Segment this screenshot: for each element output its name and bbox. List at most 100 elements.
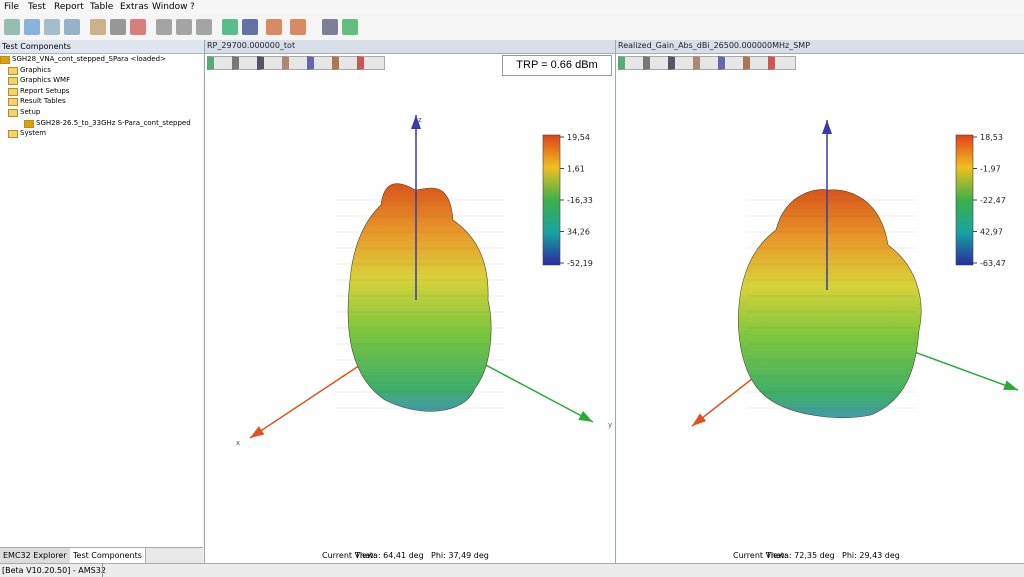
plot-panel: RP_29700.000000_tot TRP = 0.66 dBm z y x 19,5… <box>204 40 615 563</box>
axis-label: y <box>608 421 612 429</box>
colorbar-label: 19,54 <box>567 133 590 142</box>
tree-label: Report Setups <box>20 86 70 95</box>
tree-icon <box>24 119 34 128</box>
left-panel: Test Components SGH28_VNA_cont_stepped_S… <box>0 40 205 564</box>
colorbar-label: -22,47 <box>980 196 1006 205</box>
colorbar-label: 34,26 <box>567 228 590 237</box>
radiation-pattern <box>347 183 492 412</box>
panel-title: RP_29700.000000_tot <box>207 41 296 50</box>
toolbar-button[interactable] <box>110 19 126 35</box>
tree-icon <box>8 87 18 96</box>
panel-title-bar <box>205 40 615 54</box>
plot-3d: z y x 19,54 1,61 -16,33 34,26 -52,19 <box>236 115 612 447</box>
menu-bar: File Test Report Table Extras Window? <box>0 0 1024 15</box>
toolbar-button[interactable] <box>222 19 238 35</box>
colorbar-label: -52,19 <box>567 259 593 268</box>
colorbar <box>955 134 974 266</box>
tree-label: Result Tables <box>20 97 66 106</box>
axis-arrow <box>1003 380 1018 390</box>
plot-toolbar-button[interactable] <box>743 56 771 70</box>
view-footer: Current View: <box>322 551 376 560</box>
colorbar-label: -63,47 <box>980 259 1006 268</box>
toolbar-button[interactable] <box>24 19 40 35</box>
axis-arrow <box>250 426 265 438</box>
tree-label: Setup <box>20 108 41 116</box>
tree-icon <box>0 56 10 64</box>
colorbar-label: -1,97 <box>980 165 1001 174</box>
toolbar-button[interactable] <box>290 19 306 35</box>
menu-item[interactable]: Window <box>152 2 188 12</box>
toolbar-button[interactable] <box>322 19 338 35</box>
view-theta: Theta: 64,41 deg <box>355 551 424 560</box>
plot-toolbar-button[interactable] <box>718 56 746 70</box>
colorbar-label: 18,53 <box>980 133 1003 142</box>
toolbar-button[interactable] <box>44 19 60 35</box>
plot-toolbar-button[interactable] <box>668 56 696 70</box>
plot-toolbar-button[interactable] <box>257 56 285 70</box>
toolbar-button[interactable] <box>64 19 80 35</box>
menu-item[interactable]: ? <box>190 2 195 12</box>
view-theta: Theta: 72,35 deg <box>766 551 835 560</box>
axis-label: x <box>236 439 240 447</box>
menu-item[interactable]: Report <box>54 2 84 12</box>
plot-toolbar-button[interactable] <box>693 56 721 70</box>
tree-label: System <box>20 129 47 138</box>
view-phi: Phi: 37,49 deg <box>431 551 489 560</box>
colorbar-label: 1,61 <box>567 165 585 174</box>
axis-arrow <box>578 411 593 422</box>
plot-panel: Realized_Gain_Abs_dBi_26500.000000MHz_SM… <box>615 40 1024 563</box>
panel-title: Realized_Gain_Abs_dBi_26500.000000MHz_SM… <box>618 41 811 50</box>
plot-toolbar-button[interactable] <box>332 56 360 70</box>
axis-label: z <box>418 116 422 124</box>
trp-badge: TRP = 0.66 dBm <box>502 55 612 76</box>
axis-arrow <box>411 115 421 129</box>
tab[interactable]: Test Components <box>70 548 146 563</box>
plot-toolbar-button[interactable] <box>207 56 235 70</box>
menu-item[interactable]: Extras <box>120 2 149 12</box>
plot-toolbar-button[interactable] <box>357 56 385 70</box>
toolbar <box>0 14 1024 41</box>
plot-toolbar-button[interactable] <box>768 56 796 70</box>
tree-icon <box>8 66 18 75</box>
menu-item[interactable]: Table <box>90 2 114 12</box>
toolbar-button[interactable] <box>130 19 146 35</box>
menu-item[interactable]: File <box>4 2 20 12</box>
axis-arrow <box>692 413 707 426</box>
plot-toolbar-button[interactable] <box>232 56 260 70</box>
tree-icon <box>8 130 18 139</box>
view-phi: Phi: 29,43 deg <box>842 551 900 560</box>
menu-item[interactable]: Test <box>28 2 46 12</box>
tab[interactable]: EMC32 Explorer <box>0 548 71 563</box>
toolbar-button[interactable] <box>156 19 172 35</box>
toolbar-button[interactable] <box>242 19 258 35</box>
plot-toolbar-button[interactable] <box>618 56 646 70</box>
tree-icon <box>8 77 18 86</box>
tree-icon <box>8 109 18 117</box>
toolbar-button[interactable] <box>176 19 192 35</box>
plot-toolbar-button[interactable] <box>307 56 335 70</box>
toolbar-button[interactable] <box>90 19 106 35</box>
toolbar-button[interactable] <box>4 19 20 35</box>
axis-arrow <box>822 120 832 134</box>
toolbar-button[interactable] <box>196 19 212 35</box>
view-footer: Current View: <box>733 551 787 560</box>
tree-label: SGH28_VNA_cont_stepped_SPara <loaded> <box>12 55 166 63</box>
plot-toolbar-button[interactable] <box>643 56 671 70</box>
colorbar <box>542 134 561 266</box>
tree-label: Graphics WMF <box>20 76 71 85</box>
tree: SGH28_VNA_cont_stepped_SPara <loaded> Gra… <box>0 54 203 534</box>
plot-toolbar-button[interactable] <box>282 56 310 70</box>
plot-3d: 18,53 -1,97 -22,47 42,97 -63,47 <box>691 120 1019 427</box>
tree-label: Graphics <box>20 65 51 74</box>
tree-label: SGH28-26.5_to_33GHz S-Para_cont_stepped <box>36 118 191 127</box>
status-text: [Beta V10.20.50] - AMS32 <box>2 566 106 575</box>
tab-strip: EMC32 Explorer Test Components <box>0 547 203 564</box>
status-bar: [Beta V10.20.50] - AMS32 <box>0 563 1024 577</box>
toolbar-button[interactable] <box>266 19 282 35</box>
panel-title: Test Components <box>0 40 205 54</box>
radiation-pattern <box>738 189 922 418</box>
colorbar-label: -16,33 <box>567 196 593 205</box>
toolbar-button[interactable] <box>342 19 358 35</box>
tree-icon <box>8 98 18 107</box>
